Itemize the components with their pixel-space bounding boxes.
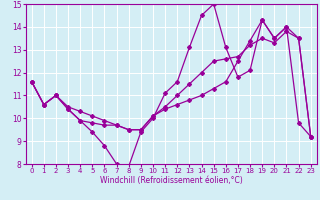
X-axis label: Windchill (Refroidissement éolien,°C): Windchill (Refroidissement éolien,°C): [100, 176, 243, 185]
